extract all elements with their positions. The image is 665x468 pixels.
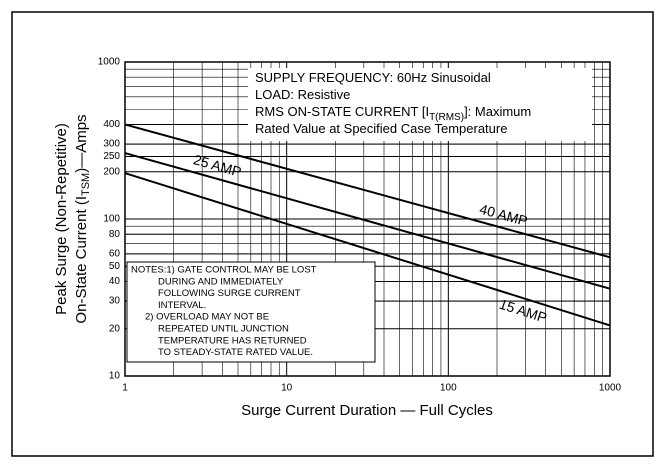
note-line: TO STEADY-STATE RATED VALUE. [158,347,313,358]
lines [124,123,611,327]
series-line [124,172,611,327]
note-line: REPEATED UNTIL JUNCTION [158,324,289,335]
y-tick-label: 40 [109,276,121,287]
notes: NOTES:1) GATE CONTROL MAY BE LOSTDURING … [131,265,317,359]
note-line: NOTES:1) GATE CONTROL MAY BE LOST [131,265,317,276]
y-axis-label-part: )—Amps [73,114,90,172]
y-tick-label: 60 [109,248,121,259]
annotation-sub: T(RMS) [429,112,464,123]
annotation-part: ]: Maximum [464,104,531,119]
y-axis-label: Peak Surge (Non-Repetitive) [53,123,70,315]
annotation: SUPPLY FREQUENCY: 60Hz Sinusoidal LOAD: R… [255,70,531,136]
annotation-part: RMS ON-STATE CURRENT [I [255,104,429,119]
annotation-part: SUPPLY FREQUENCY: 60Hz Sinusoidal [255,70,491,85]
note-line: INTERVAL. [158,300,206,311]
y-axis-label-part: On-State Current (I [73,196,90,324]
y-tick-label: 250 [103,151,120,162]
series-line [124,152,611,290]
plot-frame [124,61,611,377]
y-tick-label: 100 [103,214,120,225]
annotation-part: LOAD: Resistive [255,87,350,102]
annotation-line: SUPPLY FREQUENCY: 60Hz Sinusoidal [255,70,491,85]
note-line: TEMPERATURE HAS RETURNED [158,335,307,346]
x-tick-label: 10 [281,383,293,394]
y-tick-label: 10 [109,371,121,382]
annotation-box [248,68,592,141]
x-tick-label: 1000 [599,383,622,394]
x-tick-label: 1 [122,383,128,394]
y-tick-label: 1000 [98,57,121,68]
annotation-part: Rated Value at Specified Case Temperatur… [255,121,507,136]
y-tick-label: 400 [103,119,120,130]
x-axis-label: Surge Current Duration — Full Cycles [241,402,493,419]
annotation-line: RMS ON-STATE CURRENT [IT(RMS)]: Maximum [255,104,531,122]
y-axis-label: On-State Current (ITSM)—Amps [73,114,92,323]
y-tick-label: 30 [109,296,121,307]
x-tick-label: 100 [440,383,457,394]
y-tick-label: 80 [109,229,121,240]
y-tick-label: 200 [103,166,120,177]
note-line: 2) OVERLOAD MAY NOT BE [145,312,269,323]
note-line: DURING AND IMMEDIATELY [158,276,284,287]
notes-box [126,261,376,363]
y-axis-label-sub: TSM [80,173,92,196]
annotation-line: Rated Value at Specified Case Temperatur… [255,121,507,136]
y-tick-label: 300 [103,139,120,150]
series-line [124,123,611,259]
note-line: FOLLOWING SURGE CURRENT [158,288,301,299]
y-tick-label: 20 [109,323,121,334]
y-tick-label: 50 [109,261,121,272]
annotation-line: LOAD: Resistive [255,87,350,102]
